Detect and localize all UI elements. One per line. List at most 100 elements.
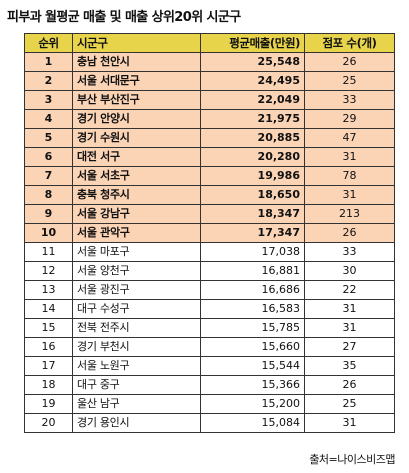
rank-cell: 4	[24, 109, 73, 129]
region-cell: 경기 부천시	[72, 337, 201, 357]
store-count-cell: 31	[304, 185, 395, 205]
table-row: 4 경기 안양시 21,975 29	[24, 109, 395, 129]
average-sales-cell: 16,686	[200, 280, 305, 300]
table-body: 1 충남 천안시 25,548 26 2 서울 서대문구 24,495 25 3 부산 부산진구 2…	[24, 52, 395, 433]
column-header-average-sales: 평균매출(만원)	[200, 33, 305, 53]
average-sales-cell: 19,986	[200, 166, 305, 186]
table-row: 3 부산 부산진구 22,049 33	[24, 90, 395, 110]
rank-cell: 19	[24, 394, 73, 414]
region-cell: 서울 강남구	[72, 204, 201, 224]
store-count-cell: 26	[304, 223, 395, 243]
average-sales-cell: 16,881	[200, 261, 305, 281]
store-count-cell: 47	[304, 128, 395, 148]
average-sales-cell: 20,885	[200, 128, 305, 148]
region-cell: 대구 중구	[72, 375, 201, 395]
average-sales-cell: 15,785	[200, 318, 305, 338]
average-sales-cell: 15,084	[200, 413, 305, 433]
table-row: 10 서울 관악구 17,347 26	[24, 223, 395, 243]
page-title: 피부과 월평균 매출 및 매출 상위20위 시군구	[7, 10, 241, 25]
store-count-cell: 213	[304, 204, 395, 224]
table-row: 7 서울 서초구 19,986 78	[24, 166, 395, 186]
region-cell: 경기 안양시	[72, 109, 201, 129]
table-row: 13 서울 광진구 16,686 22	[24, 280, 395, 300]
region-cell: 전북 전주시	[72, 318, 201, 338]
rank-cell: 16	[24, 337, 73, 357]
rank-cell: 20	[24, 413, 73, 433]
region-cell: 서울 마포구	[72, 242, 201, 262]
region-cell: 서울 서대문구	[72, 71, 201, 91]
region-cell: 울산 남구	[72, 394, 201, 414]
rank-cell: 9	[24, 204, 73, 224]
table-row: 6 대전 서구 20,280 31	[24, 147, 395, 167]
column-header-region: 시군구	[72, 33, 201, 53]
average-sales-cell: 16,583	[200, 299, 305, 319]
table-row: 9 서울 강남구 18,347 213	[24, 204, 395, 224]
store-count-cell: 26	[304, 375, 395, 395]
store-count-cell: 27	[304, 337, 395, 357]
region-cell: 경기 수원시	[72, 128, 201, 148]
region-cell: 충남 천안시	[72, 52, 201, 72]
table-row: 1 충남 천안시 25,548 26	[24, 52, 395, 72]
table-row: 5 경기 수원시 20,885 47	[24, 128, 395, 148]
rank-cell: 10	[24, 223, 73, 243]
store-count-cell: 78	[304, 166, 395, 186]
rank-cell: 14	[24, 299, 73, 319]
rank-cell: 12	[24, 261, 73, 281]
table-row: 20 경기 용인시 15,084 31	[24, 413, 395, 433]
region-cell: 대전 서구	[72, 147, 201, 167]
column-header-rank: 순위	[24, 33, 73, 53]
column-header-store-count: 점포 수(개)	[304, 33, 395, 53]
rank-cell: 13	[24, 280, 73, 300]
rank-cell: 3	[24, 90, 73, 110]
region-cell: 경기 용인시	[72, 413, 201, 433]
rank-cell: 5	[24, 128, 73, 148]
region-cell: 충북 청주시	[72, 185, 201, 205]
average-sales-cell: 22,049	[200, 90, 305, 110]
sales-ranking-table: 순위 시군구 평균매출(만원) 점포 수(개) 1 충남 천안시 25,548 26 2…	[24, 33, 395, 433]
table-row: 16 경기 부천시 15,660 27	[24, 337, 395, 357]
table-row: 18 대구 중구 15,366 26	[24, 375, 395, 395]
store-count-cell: 31	[304, 413, 395, 433]
table-row: 12 서울 양천구 16,881 30	[24, 261, 395, 281]
average-sales-cell: 17,038	[200, 242, 305, 262]
store-count-cell: 30	[304, 261, 395, 281]
store-count-cell: 31	[304, 318, 395, 338]
region-cell: 서울 양천구	[72, 261, 201, 281]
store-count-cell: 33	[304, 242, 395, 262]
rank-cell: 17	[24, 356, 73, 376]
store-count-cell: 25	[304, 394, 395, 414]
rank-cell: 1	[24, 52, 73, 72]
table-row: 11 서울 마포구 17,038 33	[24, 242, 395, 262]
average-sales-cell: 15,200	[200, 394, 305, 414]
average-sales-cell: 15,544	[200, 356, 305, 376]
region-cell: 서울 관악구	[72, 223, 201, 243]
store-count-cell: 22	[304, 280, 395, 300]
rank-cell: 15	[24, 318, 73, 338]
table-row: 17 서울 노원구 15,544 35	[24, 356, 395, 376]
table-row: 2 서울 서대문구 24,495 25	[24, 71, 395, 91]
rank-cell: 2	[24, 71, 73, 91]
average-sales-cell: 18,650	[200, 185, 305, 205]
store-count-cell: 29	[304, 109, 395, 129]
table-row: 14 대구 수성구 16,583 31	[24, 299, 395, 319]
store-count-cell: 31	[304, 147, 395, 167]
rank-cell: 6	[24, 147, 73, 167]
region-cell: 서울 노원구	[72, 356, 201, 376]
table-row: 19 울산 남구 15,200 25	[24, 394, 395, 414]
table-row: 15 전북 전주시 15,785 31	[24, 318, 395, 338]
store-count-cell: 33	[304, 90, 395, 110]
average-sales-cell: 17,347	[200, 223, 305, 243]
region-cell: 대구 수성구	[72, 299, 201, 319]
source-note: 출처=나이스비즈맵	[309, 453, 395, 466]
average-sales-cell: 24,495	[200, 71, 305, 91]
rank-cell: 7	[24, 166, 73, 186]
average-sales-cell: 15,660	[200, 337, 305, 357]
average-sales-cell: 15,366	[200, 375, 305, 395]
store-count-cell: 26	[304, 52, 395, 72]
average-sales-cell: 18,347	[200, 204, 305, 224]
rank-cell: 8	[24, 185, 73, 205]
average-sales-cell: 25,548	[200, 52, 305, 72]
table-header-row: 순위 시군구 평균매출(만원) 점포 수(개)	[24, 33, 395, 53]
rank-cell: 11	[24, 242, 73, 262]
store-count-cell: 31	[304, 299, 395, 319]
